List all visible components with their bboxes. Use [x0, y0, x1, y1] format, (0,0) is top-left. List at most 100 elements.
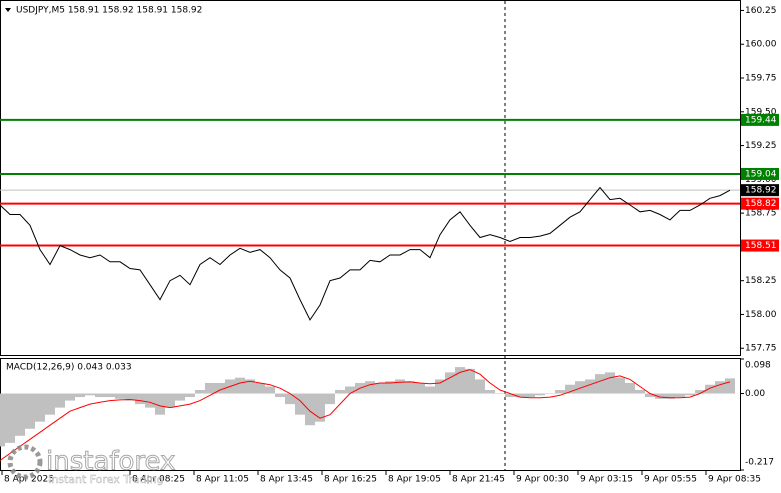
macd-bar: [115, 393, 125, 399]
price-line: [0, 186, 731, 321]
macd-bar: [485, 390, 495, 394]
macd-bar: [135, 393, 145, 405]
macd-bar: [615, 377, 625, 394]
macd-bar: [585, 379, 595, 394]
macd-bar: [605, 372, 615, 394]
macd-bar: [15, 393, 25, 436]
macd-bar: [95, 393, 105, 398]
macd-bar: [5, 393, 15, 443]
x-tick-label: 9 Apr 05:55: [644, 475, 697, 485]
x-tick-label: 9 Apr 00:30: [516, 475, 569, 485]
macd-bar: [85, 393, 95, 396]
macd-bar: [455, 367, 465, 394]
macd-bar: [325, 393, 335, 405]
macd-bar: [635, 390, 645, 394]
macd-bar: [385, 381, 395, 394]
watermark-logo: [7, 444, 43, 480]
macd-bar: [365, 381, 375, 394]
macd-bar: [545, 393, 555, 395]
macd-bar: [145, 393, 155, 408]
macd-bar: [255, 382, 265, 394]
macd-bar: [515, 393, 525, 398]
macd-bar: [265, 386, 275, 394]
macd-bar: [345, 386, 355, 394]
macd-panel: [0, 358, 741, 471]
macd-bar: [695, 390, 705, 394]
macd-bar: [375, 382, 385, 394]
macd-bar: [705, 384, 715, 394]
y-tick-label: 0.00: [745, 389, 765, 399]
macd-bar: [185, 393, 195, 398]
current-price-tag: [741, 184, 779, 197]
macd-bar: [475, 379, 485, 394]
macd-bar: [415, 382, 425, 394]
level-tag: [741, 239, 779, 252]
macd-bar: [435, 379, 445, 394]
y-tick-label: 159.75: [745, 74, 777, 84]
x-tick-label: 8 Apr 16:25: [324, 475, 377, 485]
watermark-tagline: Instant Forex Trading: [48, 473, 164, 486]
y-tick-label: 160.00: [745, 40, 777, 50]
price-panel: [0, 0, 741, 356]
macd-bar: [575, 381, 585, 394]
y-tick-label: 158.00: [745, 310, 777, 320]
macd-bar: [685, 393, 695, 396]
y-tick-label: 159.25: [745, 141, 777, 151]
macd-bar: [175, 393, 185, 401]
macd-bar: [45, 393, 55, 415]
level-label: 158.51: [745, 241, 777, 251]
current-price-label: 158.92: [745, 186, 777, 196]
macd-bar: [505, 393, 515, 398]
macd-bar: [235, 377, 245, 394]
level-tag: [741, 113, 779, 126]
x-tick-label: 8 Apr 08:25: [132, 475, 185, 485]
x-tick-label: 8 Apr 2025: [4, 475, 54, 485]
x-tick-label: 8 Apr 13:45: [260, 475, 313, 485]
macd-bar: [675, 393, 685, 398]
macd-title: MACD(12,26,9) 0.043 0.033: [6, 363, 132, 373]
y-tick-label: 157.75: [745, 344, 777, 354]
y-tick-label: 160.25: [745, 6, 777, 16]
macd-bar: [555, 390, 565, 394]
macd-bar: [205, 382, 215, 394]
macd-bar: [655, 393, 665, 399]
macd-bar: [725, 378, 735, 394]
macd-bar: [165, 393, 175, 408]
macd-bar: [155, 393, 165, 415]
macd-bar: [0, 393, 5, 447]
panel-arrow: [5, 8, 11, 12]
level-label: 159.44: [745, 115, 777, 125]
macd-bar: [275, 393, 285, 398]
macd-bar: [335, 390, 345, 394]
y-tick-label: 158.25: [745, 276, 777, 286]
x-tick-label: 9 Apr 03:15: [580, 475, 633, 485]
macd-bar: [65, 393, 75, 401]
macd-bar: [315, 393, 325, 422]
macd-bar: [105, 393, 115, 398]
macd-bar: [405, 381, 415, 394]
macd-bar: [445, 372, 455, 394]
macd-bar: [395, 379, 405, 394]
macd-bar: [425, 386, 435, 394]
macd-bar: [525, 393, 535, 398]
macd-bar: [645, 393, 655, 398]
x-tick-label: 9 Apr 08:35: [708, 475, 761, 485]
level-tag: [741, 167, 779, 180]
macd-bar: [305, 393, 315, 426]
macd-bar: [215, 382, 225, 394]
macd-bar: [295, 393, 305, 415]
macd-bar: [465, 368, 475, 394]
macd-bar: [535, 393, 545, 396]
signal-line: [0, 369, 731, 461]
watermark: instaforex Instant Forex Trading: [7, 444, 176, 486]
level-tag: [741, 197, 779, 210]
y-tick-label: 0.098: [745, 361, 771, 371]
macd-bar: [55, 393, 65, 408]
macd-bar: [285, 393, 295, 405]
watermark-brand: instaforex: [46, 447, 175, 477]
macd-bar: [25, 393, 35, 429]
macd-bar: [125, 393, 135, 401]
level-label: 159.04: [745, 169, 777, 179]
